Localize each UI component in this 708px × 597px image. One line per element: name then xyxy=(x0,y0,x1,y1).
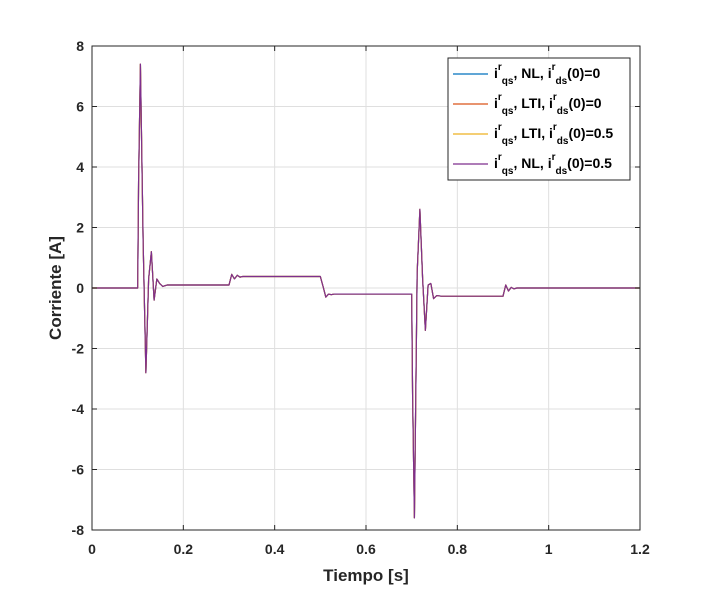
x-tick-label: 1 xyxy=(545,541,553,557)
y-tick-label: 2 xyxy=(76,220,84,236)
x-tick-label: 0.4 xyxy=(265,541,285,557)
legend-entry: irqs, LTI, irds(0)=0.5 xyxy=(494,122,613,147)
y-tick-label: 0 xyxy=(76,280,84,296)
legend-entry: irqs, LTI, irds(0)=0 xyxy=(494,92,602,117)
y-tick-label: -8 xyxy=(72,522,85,538)
x-tick-label: 0.6 xyxy=(356,541,376,557)
x-tick-label: 0.2 xyxy=(174,541,194,557)
axis-ticks xyxy=(91,45,641,531)
y-axis-label: Corriente [A] xyxy=(46,236,65,340)
y-tick-label: -4 xyxy=(72,401,85,417)
legend: irqs, NL, irds(0)=0 irqs, LTI, irds(0)=0 i… xyxy=(447,57,631,181)
y-tick-label: 4 xyxy=(76,159,84,175)
y-tick-label: 6 xyxy=(76,99,84,115)
y-tick-label: 8 xyxy=(76,38,84,54)
legend-entry: irqs, NL, irds(0)=0 xyxy=(494,62,600,87)
series-layer xyxy=(92,63,640,519)
y-tick-label: -2 xyxy=(72,341,85,357)
legend-box xyxy=(447,57,631,181)
tick-labels: 0 0.2 0.4 0.6 0.8 1 1.2 -8 -6 -4 -2 0 2 4 6 8 xyxy=(72,38,650,557)
y-tick-label: -6 xyxy=(72,462,85,478)
x-tick-label: 0 xyxy=(88,541,96,557)
x-tick-label: 1.2 xyxy=(630,541,650,557)
x-tick-label: 0.8 xyxy=(448,541,468,557)
x-axis-label: Tiempo [s] xyxy=(323,566,409,585)
series-line-4 xyxy=(92,63,640,519)
legend-entry: irqs, NL, irds(0)=0.5 xyxy=(494,152,612,177)
